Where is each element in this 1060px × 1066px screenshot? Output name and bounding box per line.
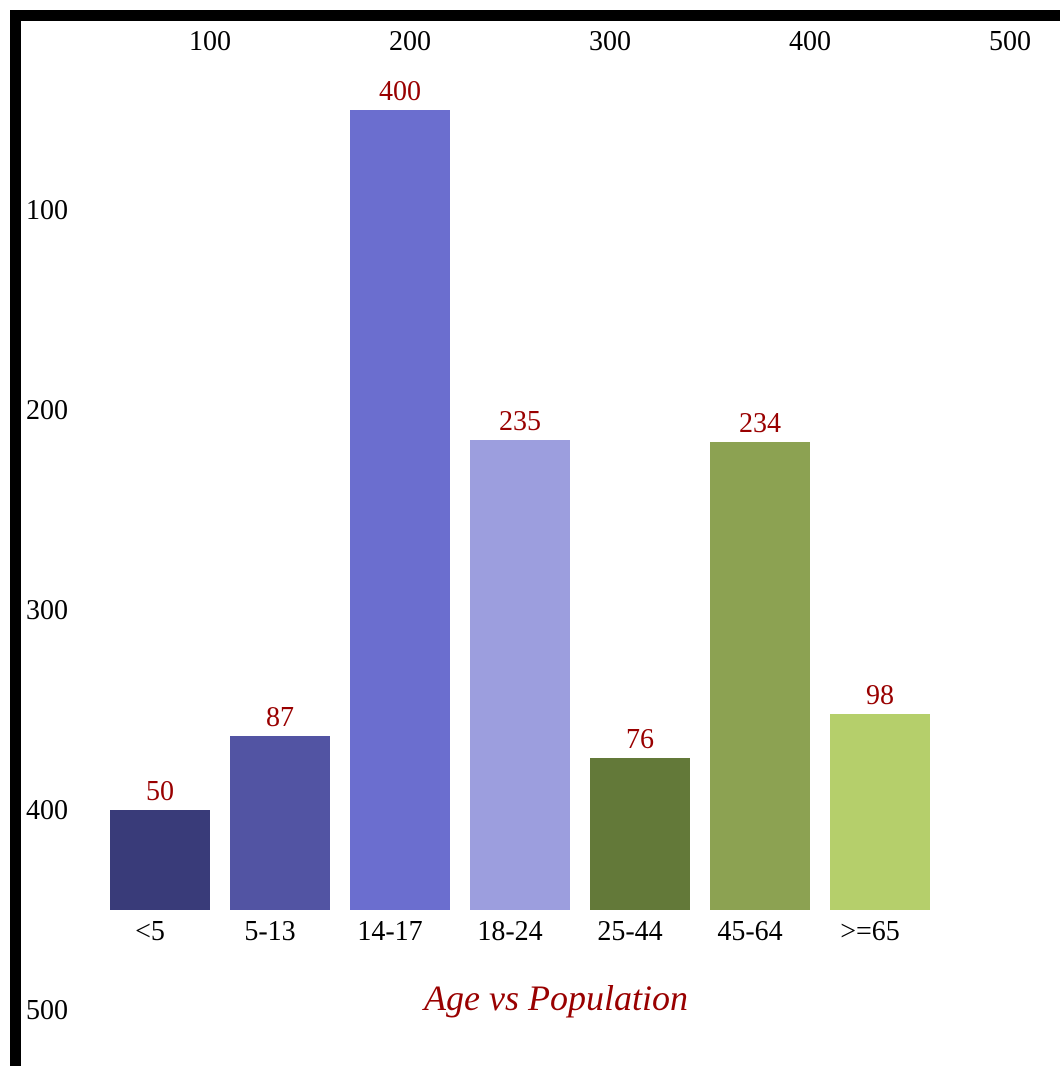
- left-axis-tick-label: 300: [26, 595, 68, 626]
- data-label: 76: [626, 724, 654, 755]
- category-label: 45-64: [717, 916, 782, 947]
- left-axis-line: [10, 10, 21, 1066]
- category-labels: <5 5-13 14-17 18-24 25-44 45-64 >=65: [135, 916, 900, 947]
- category-label: 14-17: [357, 916, 422, 947]
- data-label: 400: [379, 76, 421, 107]
- top-axis-tick-label: 200: [389, 26, 431, 57]
- bar-7: [830, 714, 930, 910]
- category-label: 5-13: [244, 916, 295, 947]
- bar-5: [590, 758, 690, 910]
- top-axis-tick-label: 300: [589, 26, 631, 57]
- category-label: >=65: [840, 916, 900, 947]
- top-axis-tick-label: 400: [789, 26, 831, 57]
- left-axis-ticks: 100 200 300 400 500: [26, 195, 68, 1026]
- bar-2: [230, 736, 330, 910]
- data-label: 50: [146, 776, 174, 807]
- left-axis-tick-label: 100: [26, 195, 68, 226]
- data-label: 98: [866, 680, 894, 711]
- category-label: 18-24: [477, 916, 542, 947]
- top-axis-tick-label: 500: [989, 26, 1031, 57]
- data-labels: 50 87 400 235 76 234 98: [146, 76, 894, 807]
- bar-3: [350, 110, 450, 910]
- category-label: 25-44: [597, 916, 662, 947]
- top-axis-tick-label: 100: [189, 26, 231, 57]
- bar-4: [470, 440, 570, 910]
- data-label: 235: [499, 406, 541, 437]
- bar-series: [110, 110, 930, 910]
- left-axis-tick-label: 500: [26, 995, 68, 1026]
- bar-6: [710, 442, 810, 910]
- left-axis-tick-label: 200: [26, 395, 68, 426]
- left-axis-tick-label: 400: [26, 795, 68, 826]
- bar-1: [110, 810, 210, 910]
- data-label: 234: [739, 408, 781, 439]
- chart-title: Age vs Population: [422, 978, 688, 1018]
- top-axis-line: [10, 10, 1060, 21]
- top-axis-ticks: 100 200 300 400 500: [189, 26, 1031, 57]
- category-label: <5: [135, 916, 165, 947]
- data-label: 87: [266, 702, 294, 733]
